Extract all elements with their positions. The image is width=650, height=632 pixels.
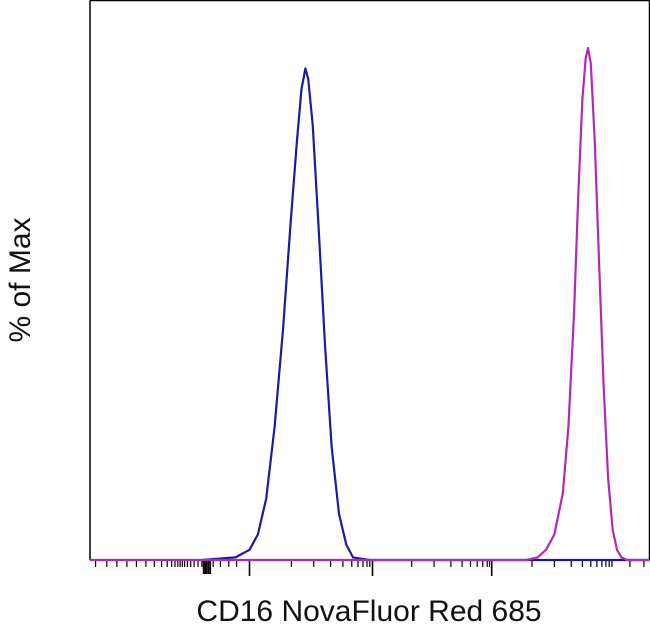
y-axis-label: % of Max bbox=[4, 217, 37, 342]
x-axis-ticks bbox=[94, 560, 645, 576]
series-layer bbox=[90, 46, 650, 562]
histogram-series-2 bbox=[90, 46, 650, 562]
histogram-series-1 bbox=[201, 67, 650, 562]
x-axis-label: CD16 NovaFluor Red 685 bbox=[196, 595, 541, 628]
plot-frame bbox=[89, 0, 650, 561]
